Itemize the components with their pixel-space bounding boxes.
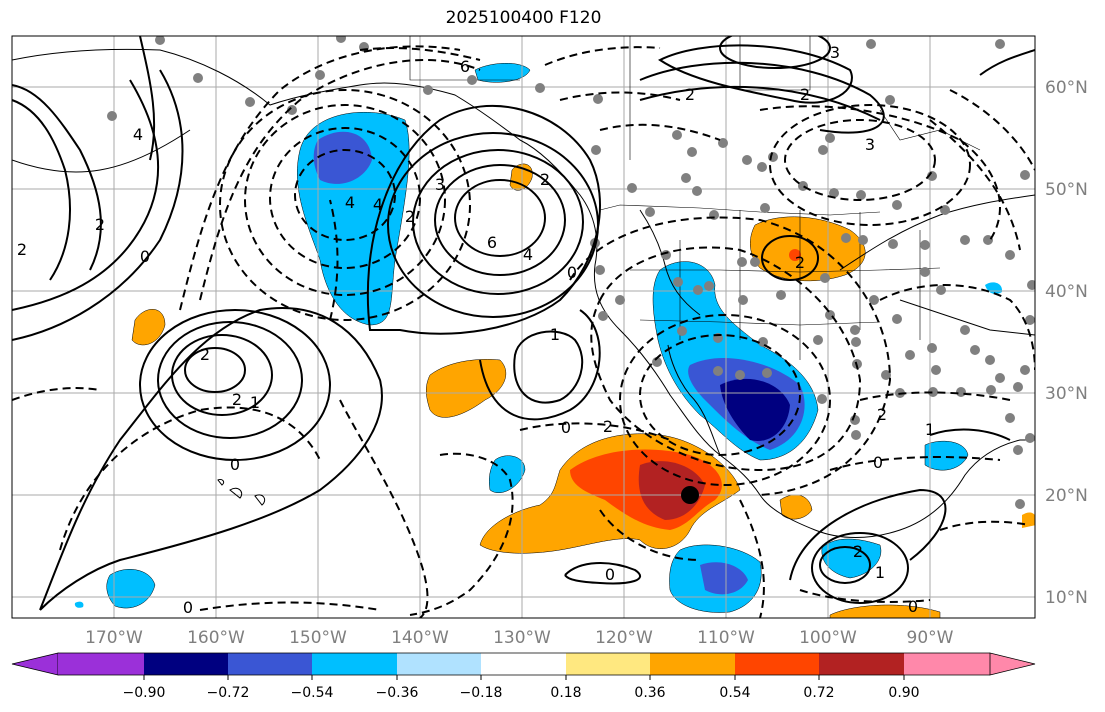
colorbar-bin-pink [989,652,1036,676]
contour-label: 2 [800,85,810,104]
map-frame [11,35,1036,619]
contour-label: 4 [373,195,383,214]
contour-label: 0 [567,263,577,282]
colorbar-tick: −0.18 [460,685,503,701]
contour-label: 0 [873,453,883,472]
lat-label-40n: 40°N [1045,282,1088,302]
contour-label: 4 [345,193,355,212]
lon-label-90w: 90°W [907,628,954,648]
colorbar-bin-yellow [566,653,650,675]
contour-label: 2 [685,85,695,104]
contour-label: 0 [183,598,193,617]
colorbar-bin-orange [650,653,735,675]
lat-label-20n: 20°N [1045,486,1088,506]
contour-label: 2 [877,405,887,424]
colorbar-tick: 0.18 [550,685,581,701]
colorbar-tick: −0.90 [123,685,166,701]
contour-label: 1 [550,325,560,344]
colorbar-bin-firebrick [819,653,904,675]
colorbar-tick: 0.54 [719,685,750,701]
contour-label: 3 [865,135,875,154]
contour-label: 2 [603,417,613,436]
storm-marker [681,486,699,504]
coastlines [12,48,1035,538]
map-title: 2025100400 F120 [445,8,602,28]
solid-contours [12,36,1035,611]
colorbar-bin-purple-body [58,653,144,675]
colorbar-tick: −0.54 [291,685,334,701]
dashed-contours [12,45,1035,618]
longitude-labels: 170°W 160°W 150°W 140°W 130°W 120°W 110°… [85,628,954,648]
contour-label: 1 [925,420,935,439]
contour-label: 4 [523,245,533,264]
lon-label-170w: 170°W [85,628,143,648]
contour-label: 2 [95,215,105,234]
contour-label: 1 [250,393,260,412]
contour-label: 3 [830,43,840,62]
lon-label-120w: 120°W [595,628,653,648]
positive-anomaly-baja-core [638,461,705,520]
contour-label: 6 [460,57,470,76]
colorbar-bin-pink-body [904,653,990,675]
colorbar-bin-royal [228,653,312,675]
colorbar-bin-lightsky [397,653,481,675]
contour-label: 2 [232,390,242,409]
lon-label-160w: 160°W [187,628,245,648]
contour-label: 0 [140,247,150,266]
graticule [12,36,1035,618]
contour-label: 0 [561,418,571,437]
positive-anomaly-subtropical [426,359,507,418]
colorbar-tick: 0.72 [803,685,834,701]
colorbar-tick: 0.90 [888,685,919,701]
contour-label: 2 [795,253,805,272]
positive-anomaly-west [131,309,166,346]
colorbar-tick: −0.72 [207,685,250,701]
contour-label: 0 [908,597,918,616]
contour-label: 4 [133,125,143,144]
negative-anomaly-southwest-core [720,378,790,441]
lon-label-110w: 110°W [697,628,755,648]
contour-label: 2 [17,240,27,259]
colorbar-bin-purple [11,652,59,676]
contour-label: 0 [605,565,615,584]
lon-label-150w: 150°W [289,628,347,648]
colorbar-tick: 0.36 [634,685,665,701]
colorbar-bin-redorange [735,653,819,675]
negative-anomaly-gulf [924,440,969,471]
lat-label-50n: 50°N [1045,180,1088,200]
contour-label: 3 [435,175,445,194]
contour-label: 2 [200,345,210,364]
negative-anomaly-north [474,63,531,83]
lat-label-30n: 30°N [1045,384,1088,404]
contour-label: 1 [875,563,885,582]
lon-label-140w: 140°W [391,628,449,648]
positive-anomaly-south [829,604,941,618]
contour-label: 2 [853,542,863,561]
shaded-fields [74,63,1035,618]
lat-label-60n: 60°N [1045,78,1088,98]
contour-label: 6 [487,233,497,252]
contour-label: 2 [405,207,415,226]
contour-label: 0 [230,455,240,474]
negative-anomaly-southwest-pacific [106,569,156,609]
lon-label-100w: 100°W [799,628,857,648]
lon-label-130w: 130°W [493,628,551,648]
contour-labels: 6 4 2 0 2 4 6 3 2 1 2 2 4 0 1 2 2 0 2 1 … [17,43,935,617]
colorbar: −0.90 −0.72 −0.54 −0.36 −0.18 0.18 0.36 … [11,652,1036,701]
colorbar-bin-navy [144,653,228,675]
contour-label: 2 [540,170,550,189]
colorbar-bin-white [481,653,566,675]
colorbar-tick: −0.36 [376,685,419,701]
negative-anomaly-gulf-of-alaska-core [313,131,372,184]
latitude-labels: 60°N 50°N 40°N 30°N 20°N 10°N [1045,78,1088,608]
lat-label-10n: 10°N [1045,588,1088,608]
colorbar-bin-sky [312,653,397,675]
